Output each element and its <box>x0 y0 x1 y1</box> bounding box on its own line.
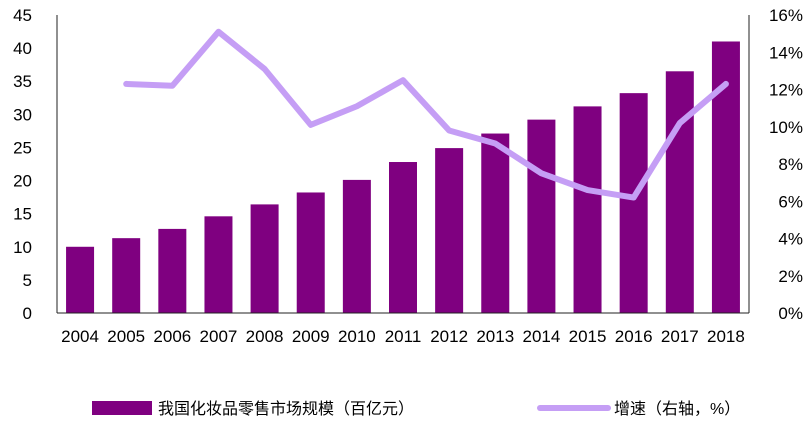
y-left-tick-label: 15 <box>13 205 32 224</box>
bar-2011 <box>389 162 417 313</box>
y-left-tick-label: 30 <box>13 105 32 124</box>
bar-2013 <box>481 134 509 313</box>
y-left-tick-label: 25 <box>13 138 32 157</box>
y-left-tick-label: 35 <box>13 72 32 91</box>
y-left-tick-label: 0 <box>23 304 32 323</box>
legend-bar-swatch <box>92 401 152 415</box>
x-tick-label: 2004 <box>61 327 99 346</box>
x-tick-label: 2005 <box>107 327 145 346</box>
legend-line-label: 增速（右轴，%） <box>614 400 740 418</box>
bar-2017 <box>666 71 694 313</box>
x-tick-label: 2006 <box>153 327 191 346</box>
x-tick-label: 2014 <box>522 327 560 346</box>
x-tick-label: 2012 <box>430 327 468 346</box>
x-tick-label: 2013 <box>476 327 514 346</box>
bar-2015 <box>574 106 602 313</box>
y-right-tick-label: 10% <box>769 118 803 137</box>
y-right-tick-label: 14% <box>769 43 803 62</box>
bar-2006 <box>158 229 186 313</box>
bar-2016 <box>620 93 648 313</box>
y-right-tick-label: 16% <box>769 6 803 25</box>
y-left-tick-label: 40 <box>13 39 32 58</box>
x-tick-label: 2007 <box>200 327 238 346</box>
bar-2007 <box>204 216 232 313</box>
bar-2014 <box>527 120 555 313</box>
x-tick-label: 2016 <box>615 327 653 346</box>
y-right-tick-label: 0% <box>778 304 803 323</box>
x-tick-label: 2010 <box>338 327 376 346</box>
x-tick-label: 2008 <box>246 327 284 346</box>
x-tick-label: 2017 <box>661 327 699 346</box>
x-tick-label: 2011 <box>385 327 422 346</box>
x-tick-label: 2009 <box>292 327 330 346</box>
bar-2008 <box>251 204 279 313</box>
y-left-tick-label: 10 <box>13 238 32 257</box>
bar-2009 <box>297 192 325 313</box>
y-right-tick-label: 12% <box>769 81 803 100</box>
y-left-tick-label: 20 <box>13 172 32 191</box>
x-tick-label: 2018 <box>707 327 745 346</box>
bar-2004 <box>66 247 94 313</box>
y-right-tick-label: 2% <box>778 267 803 286</box>
y-left-tick-label: 45 <box>13 6 32 25</box>
bar-2005 <box>112 238 140 313</box>
y-right-tick-label: 4% <box>778 230 803 249</box>
y-right-tick-label: 6% <box>778 192 803 211</box>
y-left-tick-label: 5 <box>23 271 32 290</box>
bar-2012 <box>435 148 463 313</box>
y-right-tick-label: 8% <box>778 155 803 174</box>
legend-bar-label: 我国化妆品零售市场规模（百亿元） <box>158 400 414 418</box>
bar-2010 <box>343 180 371 313</box>
x-tick-label: 2015 <box>569 327 607 346</box>
legend: 我国化妆品零售市场规模（百亿元） 增速（右轴，%） <box>92 400 740 418</box>
